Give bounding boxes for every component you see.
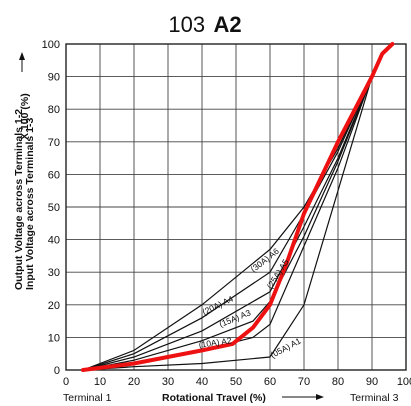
chart-title-code: A2 [214,12,242,37]
y-tick-label: 90 [48,72,60,84]
x-tick-label: 70 [298,376,310,388]
curve-label: (15A) A3 [218,307,253,329]
y-axis-factor-label: X 100 (%) [19,93,31,140]
y-axis-label-line1: Output Voltage across Terminals 1-2 [13,109,25,290]
y-tick-label: 50 [48,202,60,214]
x-tick-label: 90 [366,376,378,388]
x-axis-label: Rotational Travel (%) [162,392,266,404]
x-tick-label: 40 [196,376,208,388]
taper-curve-30a-a6 [82,76,373,371]
x-tick-label: 80 [332,376,344,388]
y-axis-arrow [19,52,25,72]
taper-curves [82,76,373,371]
tick-labels: 0 10 20 30 40 50 60 70 80 90 100 0 10 20 30 40 50 60 70 80 9… [42,39,411,388]
y-axis-label-line2: Input Voltage across Terminals 1-3 [24,118,36,290]
y-tick-label: 70 [48,137,60,149]
plot-frame [65,43,407,371]
y-tick-label: 40 [48,235,60,247]
taper-curve-05a-a1 [82,76,373,371]
y-tick-label: 60 [48,169,60,181]
x-tick-label: 0 [63,376,69,388]
highlighted-taper [81,42,395,372]
taper-curve-25a-a5 [82,76,373,371]
chart-title-number: 103 [168,12,205,37]
x-tick-label: 50 [230,376,242,388]
y-tick-label: 0 [54,365,60,377]
x-tick-label: 10 [94,376,106,388]
y-tick-label: 30 [48,267,60,279]
y-tick-label: 20 [48,300,60,312]
y-axis-label: Output Voltage across Terminals 1-2 Inpu… [13,109,36,290]
x-tick-label: 30 [162,376,174,388]
y-tick-label: 100 [42,39,60,51]
curve-label: (20A) A4 [201,294,235,318]
y-axis-factor: X 100 (%) [19,93,31,140]
x-tick-label: 20 [128,376,140,388]
x-tick-label: 60 [264,376,276,388]
highlight-curve [81,42,395,372]
x-tick-label: 100 [397,376,411,388]
curve-label: (10A) A2 [198,335,232,350]
taper-curve-15a-a3 [82,76,373,371]
terminal-1-label: Terminal 1 [63,392,112,404]
curve-label: (05A) A1 [269,335,303,359]
taper-curve-20a-a4 [82,76,373,371]
y-tick-label: 10 [48,332,60,344]
x-axis-arrow [282,394,324,400]
chart-title: 103 A2 [168,12,241,37]
grid [65,43,407,371]
y-tick-label: 80 [48,104,60,116]
terminal-3-label: Terminal 3 [350,392,399,404]
